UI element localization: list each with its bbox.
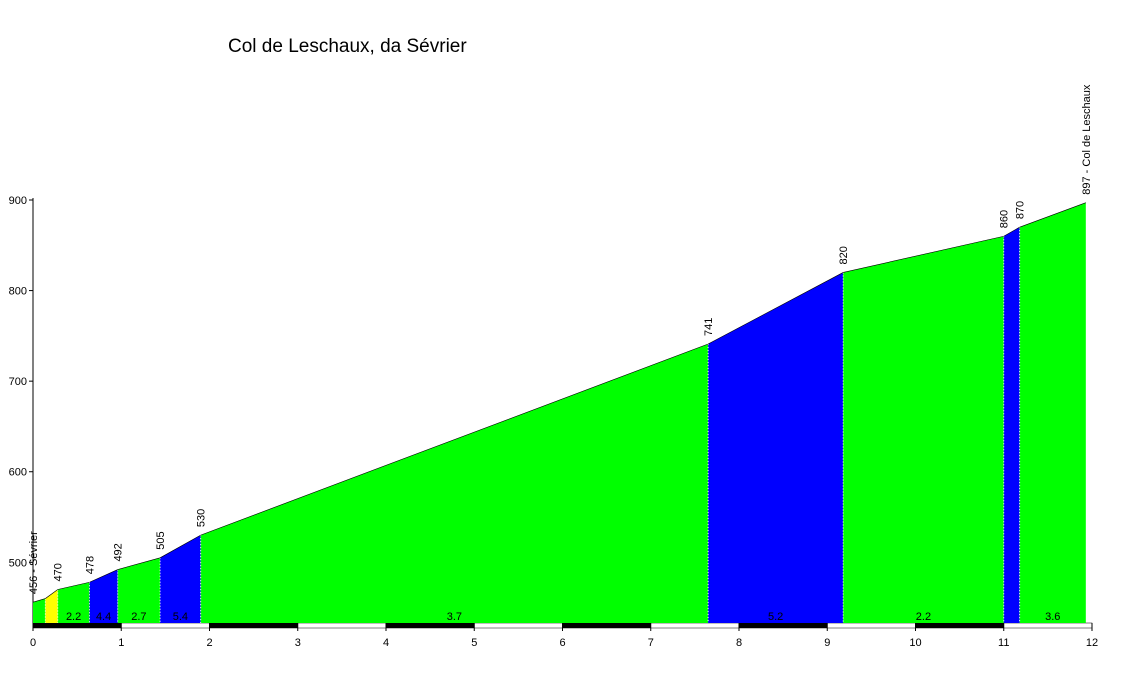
point-label: 505: [155, 531, 167, 549]
km-bar: [385, 622, 475, 629]
point-label: 820: [838, 246, 850, 264]
grade-label: 5.2: [768, 611, 783, 623]
km-bar: [1003, 622, 1093, 629]
grade-label: 4.4: [96, 611, 111, 623]
point-label: 897 - Col de Leschaux: [1081, 84, 1093, 195]
x-tick-label: 7: [648, 637, 654, 649]
grade-label: 2.2: [66, 611, 81, 623]
point-label: 870: [1015, 201, 1027, 219]
y-tick-label: 500: [9, 557, 27, 569]
x-tick-label: 2: [206, 637, 212, 649]
segment: [708, 272, 844, 623]
km-bar: [827, 622, 916, 629]
segment: [1003, 227, 1020, 623]
profile-line: [32, 202, 1086, 603]
x-tick-label: 6: [559, 637, 565, 649]
point-label: 530: [196, 509, 208, 527]
grade-label: 5.4: [173, 611, 188, 623]
x-tick-label: 9: [824, 637, 830, 649]
km-bar: [297, 622, 387, 629]
km-bar: [209, 622, 298, 629]
x-tick-label: 11: [998, 637, 1009, 649]
grade-label: 3.7: [447, 611, 462, 623]
segment: [1019, 202, 1086, 623]
x-tick-label: 8: [736, 637, 742, 649]
grade-label: 2.7: [131, 611, 146, 623]
y-tick-label: 800: [9, 286, 27, 298]
km-bar: [474, 622, 563, 629]
x-tick-label: 10: [909, 637, 921, 649]
point-label: 456 - Sévrier: [28, 531, 40, 594]
point-label: 860: [999, 210, 1011, 228]
segment: [117, 557, 161, 623]
km-bar: [738, 622, 828, 629]
segment: [57, 582, 90, 623]
segment: [160, 535, 201, 623]
segment: [45, 589, 58, 623]
x-tick-label: 1: [118, 637, 124, 649]
km-bar: [121, 622, 210, 629]
grade-label: 2.2: [916, 611, 931, 623]
y-tick-label: 600: [9, 467, 27, 479]
km-bar: [562, 622, 651, 629]
segment: [843, 236, 1004, 623]
segment: [33, 598, 46, 623]
km-bar: [650, 622, 740, 629]
x-tick-label: 3: [295, 637, 301, 649]
point-label: 492: [113, 543, 125, 561]
grade-label: 3.6: [1045, 611, 1060, 623]
x-tick-label: 0: [30, 637, 36, 649]
point-label: 478: [84, 556, 96, 574]
x-tick-label: 4: [383, 637, 389, 649]
y-tick-label: 700: [9, 376, 27, 388]
y-tick-label: 900: [9, 195, 27, 207]
x-tick-label: 5: [471, 637, 477, 649]
km-bar: [32, 622, 122, 629]
segment: [89, 569, 118, 623]
x-tick-label: 12: [1086, 637, 1098, 649]
chart-title: Col de Leschaux, da Sévrier: [228, 36, 467, 57]
km-bar: [915, 622, 1004, 629]
point-label: 470: [53, 563, 65, 581]
point-label: 741: [703, 318, 715, 336]
segment: [200, 344, 709, 623]
